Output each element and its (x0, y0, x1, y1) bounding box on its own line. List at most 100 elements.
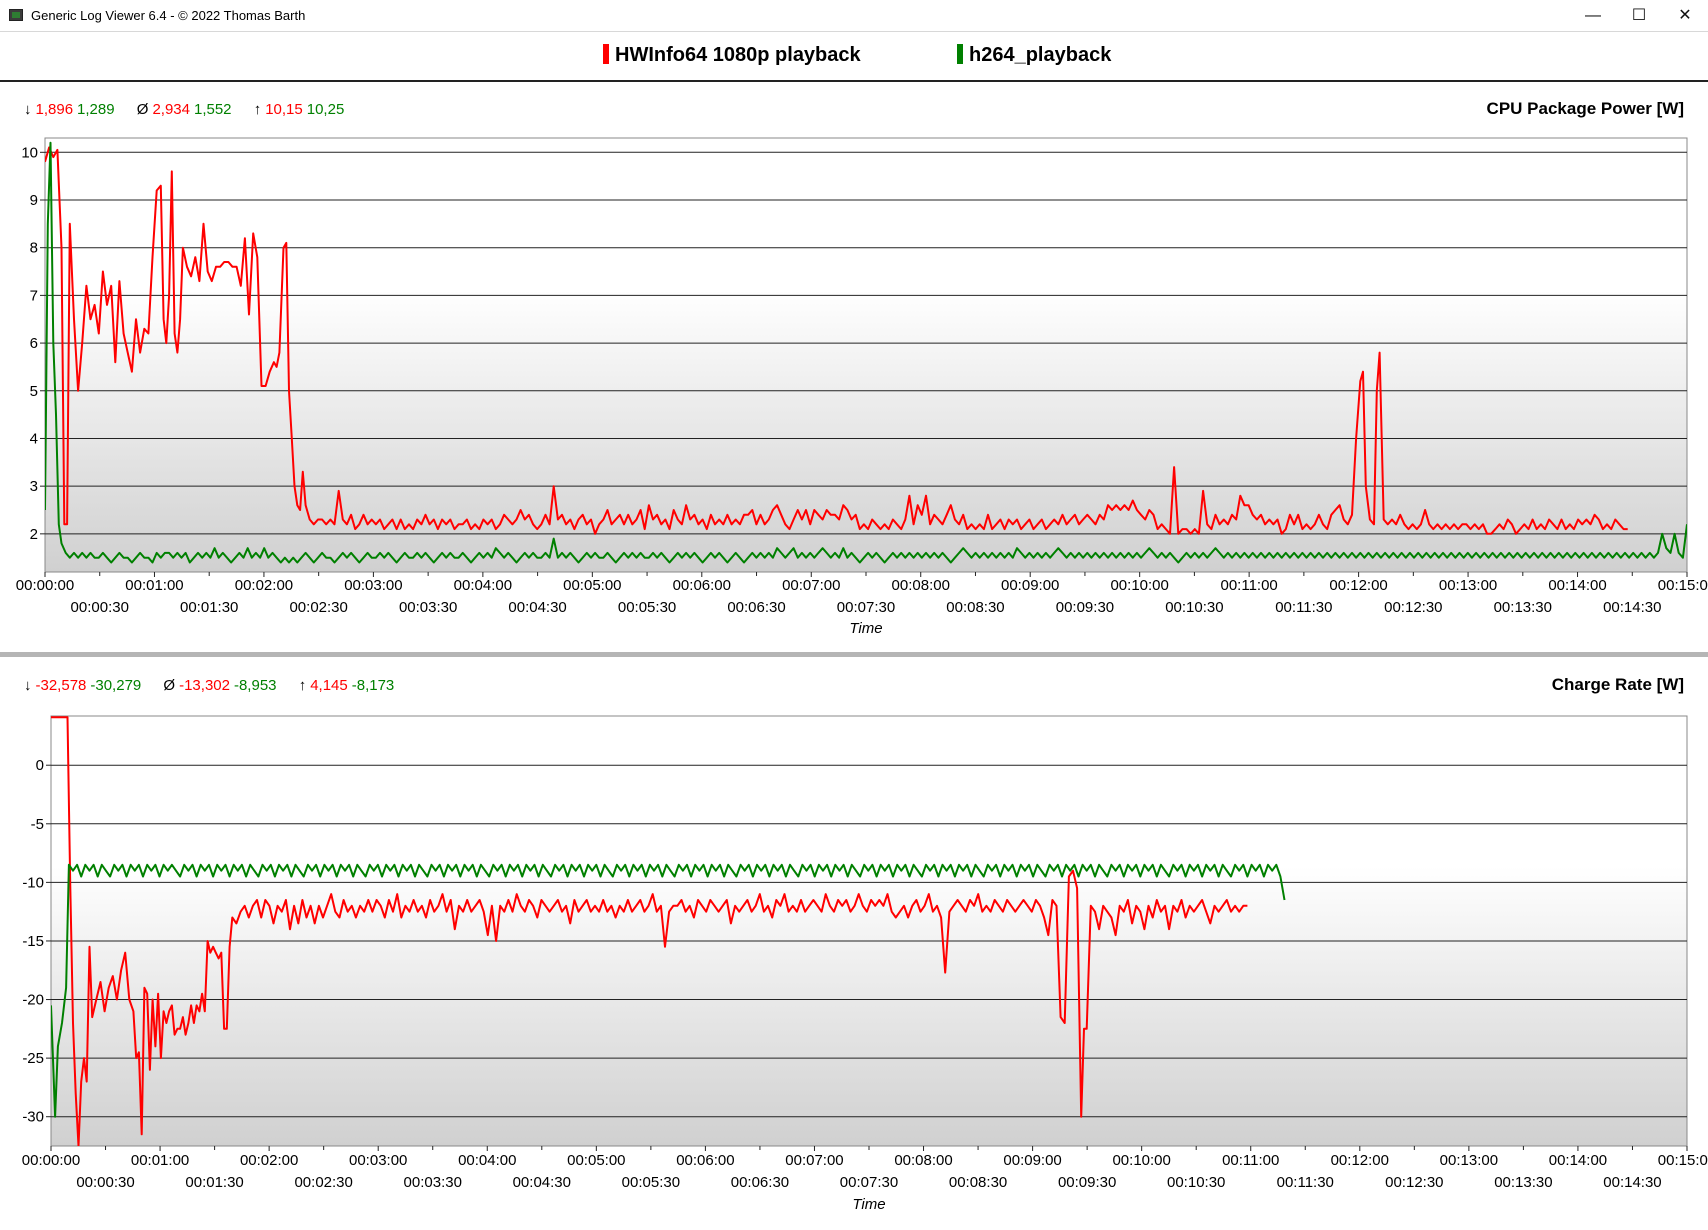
min-red: 1,896 (35, 101, 74, 118)
min-icon: ↓ (24, 101, 32, 118)
x-tick-label: 00:03:00 (349, 1152, 407, 1169)
y-tick-label: 0 (36, 757, 44, 774)
x-tick-label: 00:03:00 (344, 577, 402, 594)
x-tick-label: 00:07:30 (840, 1174, 898, 1191)
x-tick-label: 00:08:00 (892, 577, 950, 594)
series-line-hwinfo (51, 716, 1248, 1146)
x-tick-label: 00:04:00 (458, 1152, 516, 1169)
legend-item-h264[interactable]: h264_playback (957, 44, 1111, 67)
x-tick-label: 00:04:00 (454, 577, 512, 594)
x-tick-label: 00:00:00 (22, 1152, 80, 1169)
app-icon (9, 9, 23, 21)
x-tick-label: 00:06:30 (727, 599, 785, 616)
y-tick-label: 5 (30, 383, 38, 400)
y-tick-label: -15 (22, 933, 44, 950)
stats-bar-cpu: ↓ 1,896 1,289 Ø 2,934 1,552 ↑ 10,15 10,25 (24, 101, 348, 118)
x-tick-label: 00:01:00 (125, 577, 183, 594)
x-tick-label: 00:03:30 (399, 599, 457, 616)
x-tick-label: 00:11:30 (1277, 1174, 1334, 1191)
x-tick-label: 00:11:00 (1220, 577, 1277, 594)
x-tick-label: 00:11:30 (1275, 599, 1332, 616)
x-tick-label: 00:05:00 (567, 1152, 625, 1169)
y-tick-label: 2 (30, 526, 38, 543)
legend-swatch-green (957, 44, 963, 64)
x-tick-label: 00:14:30 (1603, 599, 1661, 616)
x-tick-label: 00:04:30 (508, 599, 566, 616)
x-tick-label: 00:05:00 (563, 577, 621, 594)
x-tick-label: 00:00:30 (71, 599, 129, 616)
close-button[interactable]: ✕ (1678, 7, 1692, 24)
x-tick-label: 00:01:00 (131, 1152, 189, 1169)
y-tick-label: 6 (30, 335, 38, 352)
x-tick-label: 00:12:30 (1385, 1174, 1443, 1191)
y-tick-label: 9 (30, 192, 38, 209)
legend-item-hwinfo[interactable]: HWInfo64 1080p playback (603, 44, 861, 67)
y-tick-label: 8 (30, 240, 38, 257)
x-tick-label: 00:12:00 (1329, 577, 1387, 594)
x-tick-label: 00:10:30 (1167, 1174, 1225, 1191)
x-tick-label: 00:09:30 (1056, 599, 1114, 616)
max-red: 4,145 (310, 677, 348, 694)
x-tick-label: 00:02:30 (289, 599, 347, 616)
x-tick-label: 00:10:00 (1112, 1152, 1170, 1169)
x-tick-label: 00:07:00 (782, 577, 840, 594)
x-tick-label: 00:10:30 (1165, 599, 1223, 616)
max-red: 10,15 (265, 101, 303, 118)
legend-label: h264_playback (969, 44, 1112, 66)
avg-icon: Ø (136, 101, 149, 118)
x-tick-label: 00:15:00 (1658, 1152, 1708, 1169)
series-line-h264 (45, 141, 1687, 564)
y-tick-label: -20 (22, 992, 44, 1009)
minimize-button[interactable]: — (1585, 7, 1601, 24)
maximize-button[interactable]: ☐ (1631, 7, 1647, 24)
x-tick-label: 00:09:00 (1001, 577, 1059, 594)
x-tick-label: 00:07:00 (785, 1152, 843, 1169)
chart-charge-rate[interactable]: 0 -5 -10 -15 -20 -25 -30 00:00:00 00:01:00 00:02:… (0, 706, 1708, 1226)
x-tick-label: 00:08:30 (946, 599, 1004, 616)
avg-green: 1,552 (193, 101, 232, 118)
series-line-h264 (51, 863, 1286, 1118)
x-tick-label: 00:13:30 (1494, 1174, 1552, 1191)
min-icon: ↓ (24, 677, 32, 694)
x-axis-title: Time (852, 1196, 885, 1213)
chart-title-charge: Charge Rate [W] (1551, 675, 1684, 694)
x-tick-label: 00:13:30 (1494, 599, 1552, 616)
x-tick-label: 00:14:30 (1603, 1174, 1661, 1191)
x-tick-label: 00:04:30 (513, 1174, 571, 1191)
plot-area (50, 715, 1688, 1147)
y-tick-label: 3 (30, 478, 38, 495)
x-tick-label: 00:13:00 (1440, 1152, 1498, 1169)
y-tick-label: -5 (31, 816, 44, 833)
chart-cpu-package-power[interactable]: 2 3 4 5 6 7 8 9 10 00:00:00 00:01:00 00:02:00 00:03:… (0, 130, 1708, 650)
max-icon: ↑ (253, 101, 262, 118)
avg-red: 2,934 (152, 101, 190, 118)
x-tick-label: 00:05:30 (622, 1174, 680, 1191)
legend-swatch-red (603, 44, 609, 64)
x-tick-label: 00:14:00 (1548, 577, 1606, 594)
plot-area (44, 137, 1688, 573)
x-tick-label: 00:06:30 (731, 1174, 789, 1191)
x-tick-label: 00:00:00 (16, 577, 74, 594)
series-line-hwinfo (45, 146, 1628, 535)
avg-icon: Ø (163, 677, 176, 694)
x-axis-title: Time (849, 620, 882, 637)
max-green: 10,25 (306, 101, 345, 118)
max-icon: ↑ (298, 677, 307, 694)
y-tick-label: -25 (22, 1050, 44, 1067)
x-tick-label: 00:00:30 (76, 1174, 134, 1191)
window-title: Generic Log Viewer 6.4 - © 2022 Thomas B… (31, 8, 306, 23)
x-tick-label: 00:06:00 (673, 577, 731, 594)
x-tick-label: 00:02:30 (294, 1174, 352, 1191)
x-tick-label: 00:02:00 (240, 1152, 298, 1169)
x-tick-label: 00:13:00 (1439, 577, 1497, 594)
x-tick-label: 00:11:00 (1222, 1152, 1279, 1169)
window-title-bar: Generic Log Viewer 6.4 - © 2022 Thomas B… (0, 0, 1708, 32)
x-tick-label: 00:14:00 (1549, 1152, 1607, 1169)
panel-splitter[interactable] (0, 652, 1708, 657)
y-tick-label: -30 (22, 1109, 44, 1126)
x-tick-label: 00:09:30 (1058, 1174, 1116, 1191)
legend-label: HWInfo64 1080p playback (615, 44, 861, 66)
y-tick-label: 10 (21, 144, 38, 161)
avg-red: -13,302 (179, 677, 230, 694)
stats-bar-charge: ↓ -32,578 -30,279 Ø -13,302 -8,953 ↑ 4,145 -8,… (24, 677, 398, 694)
